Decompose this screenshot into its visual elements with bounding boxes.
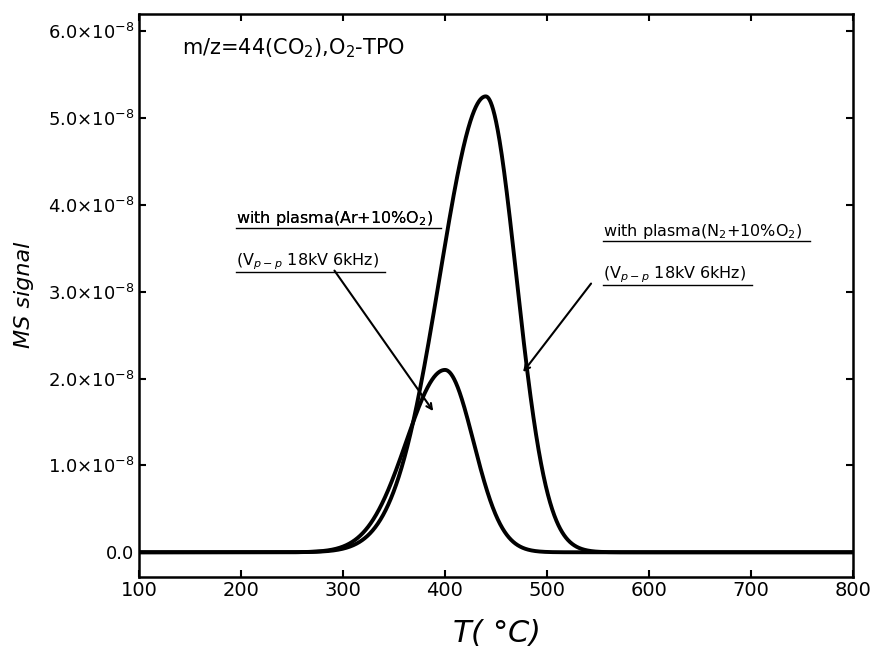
Text: (V$_{p-p}$ 18kV 6kHz): (V$_{p-p}$ 18kV 6kHz): [236, 251, 380, 272]
Text: (V$_{p-p}$ 18kV 6kHz): (V$_{p-p}$ 18kV 6kHz): [603, 264, 746, 285]
X-axis label: $T$( $\mathregular{°}$C): $T$( $\mathregular{°}$C): [452, 617, 540, 648]
Text: with plasma(Ar+10%O$_2$): with plasma(Ar+10%O$_2$): [236, 209, 433, 228]
Y-axis label: MS signal: MS signal: [14, 242, 34, 348]
Text: with plasma(N$_2$+10%O$_2$): with plasma(N$_2$+10%O$_2$): [603, 222, 802, 242]
Text: with plasma(Ar+10%O$_2$): with plasma(Ar+10%O$_2$): [236, 209, 433, 228]
Text: m/z=44(CO$_2$),O$_2$-TPO: m/z=44(CO$_2$),O$_2$-TPO: [182, 36, 405, 60]
